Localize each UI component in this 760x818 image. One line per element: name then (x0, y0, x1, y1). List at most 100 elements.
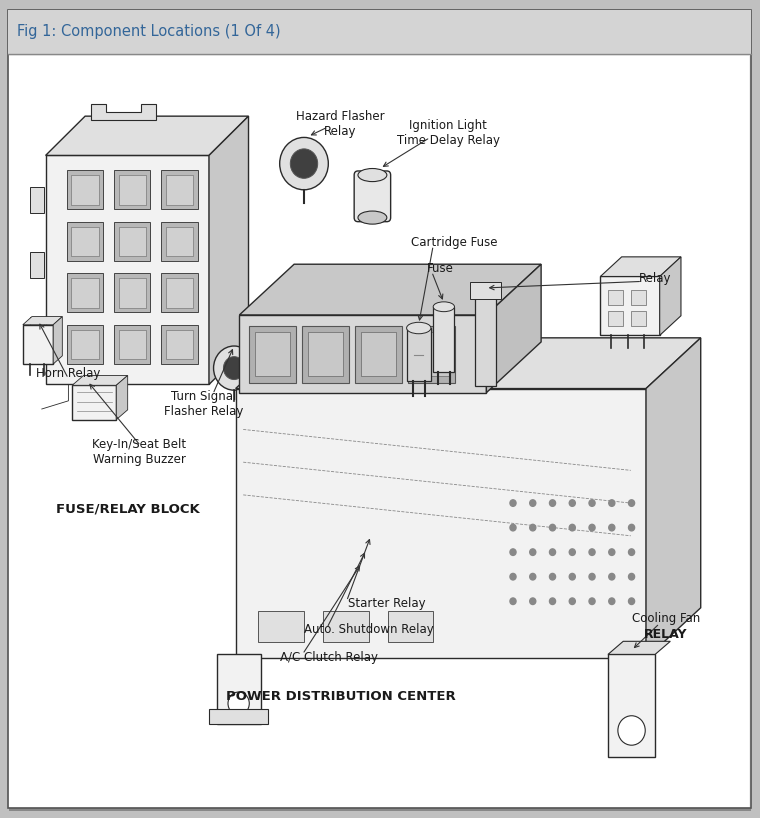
Ellipse shape (433, 302, 454, 312)
Text: Relay: Relay (639, 272, 671, 285)
Bar (30, 252, 44, 278)
Text: POWER DISTRIBUTION CENTER: POWER DISTRIBUTION CENTER (226, 690, 455, 703)
Bar (470, 282, 501, 299)
Bar (239, 315, 486, 393)
Circle shape (609, 573, 615, 580)
Bar (71, 227, 99, 256)
Bar (161, 325, 198, 364)
Circle shape (530, 598, 536, 605)
Circle shape (618, 716, 645, 745)
Bar (71, 330, 99, 359)
Text: Horn Relay: Horn Relay (36, 367, 100, 380)
Circle shape (549, 500, 556, 506)
Bar (255, 332, 290, 376)
Bar (608, 654, 655, 757)
Bar (608, 311, 623, 326)
Bar (161, 170, 198, 209)
Circle shape (214, 346, 255, 390)
Circle shape (569, 598, 575, 605)
Bar (302, 326, 349, 383)
Circle shape (530, 524, 536, 531)
Circle shape (589, 549, 595, 555)
Circle shape (609, 500, 615, 506)
Circle shape (510, 524, 516, 531)
Bar (323, 611, 369, 642)
Bar (361, 332, 396, 376)
Polygon shape (236, 338, 701, 389)
Bar (166, 330, 193, 359)
Bar (119, 175, 146, 204)
Bar (119, 278, 146, 308)
Bar (608, 290, 623, 305)
Polygon shape (209, 116, 249, 384)
Circle shape (569, 549, 575, 555)
Text: Turn Signal
Flasher Relay: Turn Signal Flasher Relay (164, 390, 243, 418)
Bar (23, 325, 53, 364)
Text: Cartridge Fuse: Cartridge Fuse (411, 236, 498, 249)
Bar (217, 654, 261, 724)
Circle shape (223, 357, 245, 380)
Circle shape (629, 573, 635, 580)
Bar (355, 326, 402, 383)
Bar (119, 227, 146, 256)
Polygon shape (486, 264, 541, 393)
Polygon shape (46, 116, 249, 155)
Polygon shape (608, 641, 670, 654)
FancyBboxPatch shape (354, 171, 391, 222)
Circle shape (290, 149, 318, 178)
Bar (631, 311, 646, 326)
Circle shape (549, 549, 556, 555)
Bar (30, 187, 44, 213)
Bar (67, 222, 103, 261)
Bar (209, 709, 268, 724)
Polygon shape (646, 338, 701, 658)
Bar (161, 273, 198, 312)
Text: Key-In/Seat Belt
Warning Buzzer: Key-In/Seat Belt Warning Buzzer (92, 438, 186, 465)
Text: Auto. Shutdown Relay: Auto. Shutdown Relay (304, 623, 434, 636)
Ellipse shape (407, 322, 431, 334)
Bar (408, 326, 455, 383)
Text: Cooling Fan: Cooling Fan (632, 612, 700, 625)
Bar (46, 155, 209, 384)
Bar (114, 222, 150, 261)
Circle shape (530, 500, 536, 506)
Polygon shape (239, 264, 541, 315)
Bar (67, 325, 103, 364)
Bar (258, 611, 304, 642)
Circle shape (629, 500, 635, 506)
Bar (114, 273, 150, 312)
Bar (71, 278, 99, 308)
Circle shape (629, 549, 635, 555)
Bar (308, 332, 343, 376)
Bar (388, 611, 433, 642)
Circle shape (569, 573, 575, 580)
Ellipse shape (358, 169, 387, 182)
Text: A/C Clutch Relay: A/C Clutch Relay (280, 651, 378, 664)
Text: FUSE/RELAY BLOCK: FUSE/RELAY BLOCK (55, 502, 200, 515)
Bar (119, 330, 146, 359)
Circle shape (609, 524, 615, 531)
Circle shape (530, 549, 536, 555)
Text: RELAY: RELAY (644, 628, 688, 641)
Text: Starter Relay: Starter Relay (348, 597, 426, 610)
Bar (166, 227, 193, 256)
Polygon shape (53, 317, 62, 364)
Circle shape (510, 573, 516, 580)
Bar (161, 222, 198, 261)
Bar (67, 170, 103, 209)
Bar (249, 326, 296, 383)
Circle shape (609, 549, 615, 555)
Bar (631, 290, 646, 305)
Polygon shape (91, 104, 156, 120)
Circle shape (589, 524, 595, 531)
Circle shape (589, 500, 595, 506)
Bar (71, 175, 99, 204)
Bar (407, 328, 431, 381)
Bar (114, 170, 150, 209)
Polygon shape (660, 257, 681, 335)
Circle shape (510, 549, 516, 555)
Circle shape (228, 692, 249, 715)
Circle shape (569, 524, 575, 531)
Bar (600, 276, 660, 335)
Bar (8, 10, 751, 54)
